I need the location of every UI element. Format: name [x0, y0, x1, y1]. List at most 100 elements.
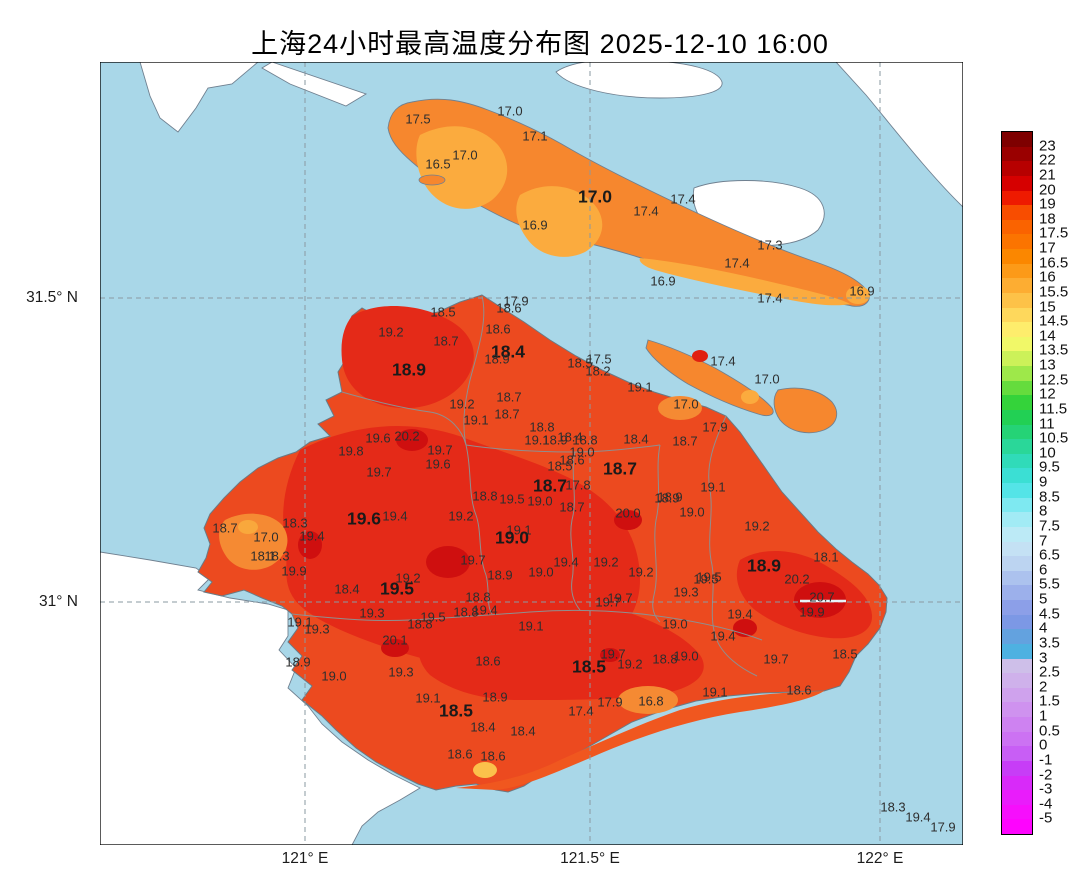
station-temperature-label: 17.0 — [253, 529, 278, 544]
station-temperature-label: 18.1 — [250, 548, 275, 563]
station-temperature-label: 19.0 — [321, 668, 346, 683]
colorbar-tick-label: 19 — [1039, 195, 1056, 213]
station-temperature-label: 18.5 — [430, 304, 455, 319]
station-temperature-label: 18.8 — [453, 604, 478, 619]
colorbar-segment — [1002, 132, 1032, 147]
chongming-east-tip-patch — [846, 286, 870, 304]
station-temperature-label: 18.9 — [285, 654, 310, 669]
colorbar-segment — [1002, 512, 1032, 527]
colorbar-tick-label: 2 — [1039, 678, 1048, 696]
station-temperature-label: 17.9 — [597, 694, 622, 709]
station-temperature-label: 18.6 — [496, 300, 521, 315]
station-temperature-label: 17.4 — [724, 255, 749, 270]
station-temperature-label: 19.0 — [527, 493, 552, 508]
colorbar-tick-label: 9.5 — [1039, 458, 1060, 476]
colorbar-tick-label: 6 — [1039, 561, 1048, 579]
colorbar-tick-label: -5 — [1039, 809, 1053, 827]
colorbar-segment — [1002, 380, 1032, 396]
colorbar-segment — [1002, 249, 1032, 264]
colorbar-tick-label: 0 — [1039, 736, 1048, 754]
colorbar-segment — [1002, 717, 1032, 732]
colorbar — [1001, 131, 1033, 835]
colorbar-tick-label: 9 — [1039, 473, 1048, 491]
hot-spot — [600, 648, 620, 662]
station-temperature-label: 19.6 — [365, 430, 390, 445]
station-temperature-label: 19.1 — [506, 522, 531, 537]
station-temperature-label: 16.9 — [522, 217, 547, 232]
colorbar-segment — [1002, 219, 1032, 235]
station-temperature-label: 19.2 — [448, 508, 473, 523]
x-axis-tick-label: 121° E — [281, 850, 329, 867]
colorbar-segment — [1002, 585, 1032, 600]
colorbar-segment — [1002, 614, 1032, 630]
station-temperature-label: 19.9 — [799, 604, 824, 619]
colorbar-segment — [1002, 263, 1032, 279]
station-temperature-label: 19.2 — [628, 564, 653, 579]
station-temperature-label: 16.9 — [650, 273, 675, 288]
northeast-cool-patch — [658, 396, 702, 420]
colorbar-tick-label: -2 — [1039, 766, 1053, 783]
station-temperature-label: 18.9 — [392, 360, 426, 380]
station-temperature-label: 17.4 — [568, 703, 593, 718]
colorbar-tick-label: 14 — [1039, 327, 1056, 345]
colorbar-tick-label: 15 — [1039, 298, 1056, 315]
station-temperature-label: 18.9 — [484, 351, 509, 366]
temperature-map: 17.517.017.117.016.517.016.917.417.417.3… — [100, 62, 963, 845]
station-temperature-label: 17.8 — [565, 477, 590, 492]
station-temperature-label: 18.4 — [510, 723, 535, 738]
station-temperature-label: 20.7 — [809, 589, 834, 604]
station-temperature-label: 18.9 — [654, 490, 679, 505]
station-temperature-label: 19.1 — [702, 684, 727, 699]
station-temperature-label: 19.6 — [425, 456, 450, 471]
colorbar-segment — [1002, 541, 1032, 557]
station-temperature-label: 18.7 — [603, 459, 637, 479]
station-temperature-label: 18.7 — [672, 433, 697, 448]
west-cool-patch — [219, 513, 288, 570]
colorbar-tick-label: 15.5 — [1039, 283, 1069, 301]
station-temperature-label: 18.3 — [880, 799, 905, 814]
colorbar-segment — [1002, 570, 1032, 586]
station-temperature-label: 18.9 — [657, 489, 682, 504]
colorbar-tick-label: 3 — [1039, 649, 1048, 666]
station-temperature-label: 19.7 — [763, 651, 788, 666]
station-temperature-label: 18.5 — [439, 701, 473, 721]
station-temperature-label: 16.9 — [849, 283, 874, 298]
colorbar-segment — [1002, 600, 1032, 615]
south-tip-yellow-spot — [473, 762, 497, 778]
colorbar-segment — [1002, 366, 1032, 381]
station-temperature-label: 19.1 — [627, 379, 652, 394]
colorbar-segment — [1002, 760, 1032, 776]
graticule — [100, 62, 963, 845]
station-temperature-label: 17.5 — [405, 111, 430, 126]
colorbar-tick-label: 18 — [1039, 210, 1056, 228]
station-temperature-label: 18.5 — [567, 355, 592, 370]
station-temperature-label: 17.1 — [522, 128, 547, 143]
colorbar-tick-label: 8.5 — [1039, 488, 1060, 506]
colorbar-segment — [1002, 790, 1032, 805]
station-temperature-label: 19.2 — [744, 518, 769, 533]
station-temperature-label: 18.6 — [786, 682, 811, 697]
colorbar-tick-label: 13 — [1039, 356, 1056, 374]
hot-spot — [298, 531, 322, 559]
station-temperature-label: 18.8 — [407, 616, 432, 631]
colorbar-tick-label: 3.5 — [1039, 634, 1060, 652]
station-temperature-label: 17.0 — [673, 396, 698, 411]
colorbar-segment — [1002, 322, 1032, 337]
station-temperature-label: 18.8 — [529, 419, 554, 434]
colorbar-tick-label: 13.5 — [1039, 341, 1069, 359]
station-temperature-label: 18.4 — [334, 581, 359, 596]
colorbar-tick-label: 5 — [1039, 590, 1048, 608]
station-temperature-label: 19.5 — [420, 609, 445, 624]
station-temperature-label: 19.4 — [905, 809, 930, 824]
colorbar-segment — [1002, 556, 1032, 571]
station-temperature-label: 18.6 — [480, 748, 505, 763]
station-temperature-label: 18.7 — [496, 389, 521, 404]
station-temperature-label: 18.5 — [832, 646, 857, 661]
station-temperature-label: 19.3 — [673, 584, 698, 599]
station-temperature-label: 19.1 — [287, 614, 312, 629]
hengsha-island — [773, 387, 838, 434]
south-coast-orange-strip — [436, 691, 824, 790]
district-borders — [291, 295, 763, 677]
changxing-cool-spot — [741, 390, 759, 404]
